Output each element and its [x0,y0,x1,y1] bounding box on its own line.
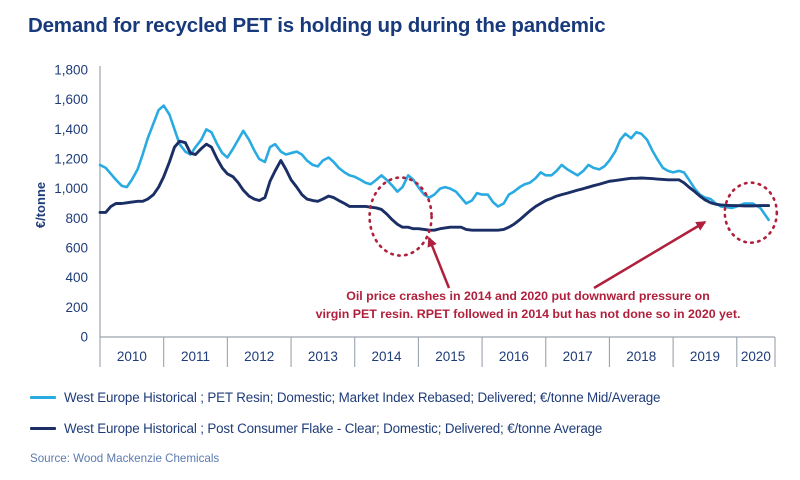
legend-swatch-rpet-flake [30,426,56,431]
legend-label-rpet-flake: West Europe Historical ; Post Consumer F… [64,421,603,436]
x-tick-2016: 2016 [499,349,529,364]
series-line-pet-resin [98,104,770,222]
x-tick-2019: 2019 [690,349,720,364]
annotation-arrow-2014 [427,236,451,289]
annotation-ellipse-2020 [723,181,779,244]
x-tick-2017: 2017 [563,349,593,364]
y-tick-1,000: 1,000 [54,181,88,196]
annotation-line-2: virgin PET resin. RPET followed in 2014 … [316,307,741,321]
x-tick-2010: 2010 [117,349,147,364]
y-tick-1,600: 1,600 [54,92,88,107]
x-tick-2015: 2015 [435,349,465,364]
y-tick-1,800: 1,800 [54,63,88,78]
y-tick-200: 200 [65,300,88,315]
legend-item-rpet-flake[interactable]: West Europe Historical ; Post Consumer F… [30,421,602,436]
y-tick-1,200: 1,200 [54,152,88,167]
x-tick-2018: 2018 [626,349,656,364]
annotation-ellipse-2014 [368,176,433,257]
x-tick-2020: 2020 [741,349,771,364]
series-line-rpet-flake [98,139,771,232]
annotation-line-1: Oil price crashes in 2014 and 2020 put d… [346,289,710,303]
y-axis-title: €/tonne [33,182,48,228]
x-tick-2013: 2013 [308,349,338,364]
y-tick-1,400: 1,400 [54,122,88,137]
y-axis-tick-labels: 0 200 400 600 800 1,000 1,200 1,400 1,600 1,800 [54,63,88,345]
legend-label-pet-resin: West Europe Historical ; PET Resin; Dome… [64,390,661,405]
y-tick-800: 800 [65,211,88,226]
chart-annotations [368,176,779,290]
source-note: Source: Wood Mackenzie Chemicals [30,452,220,465]
y-tick-600: 600 [65,241,88,256]
x-tick-2012: 2012 [244,349,274,364]
page-title: Demand for recycled PET is holding up du… [28,14,606,37]
legend-swatch-pet-resin [30,396,56,399]
y-tick-400: 400 [65,270,88,285]
annotation-arrow-2020 [593,220,707,290]
x-tick-2011: 2011 [181,349,210,364]
x-tick-2014: 2014 [372,349,403,364]
y-tick-0: 0 [80,330,88,345]
series-lines [98,104,771,232]
x-axis-tick-labels: 2010 2011 2012 2013 2014 2015 2016 2017 2018 2019… [117,349,771,364]
legend-item-pet-resin[interactable]: West Europe Historical ; PET Resin; Dome… [30,390,660,405]
axis-lines [99,66,776,367]
